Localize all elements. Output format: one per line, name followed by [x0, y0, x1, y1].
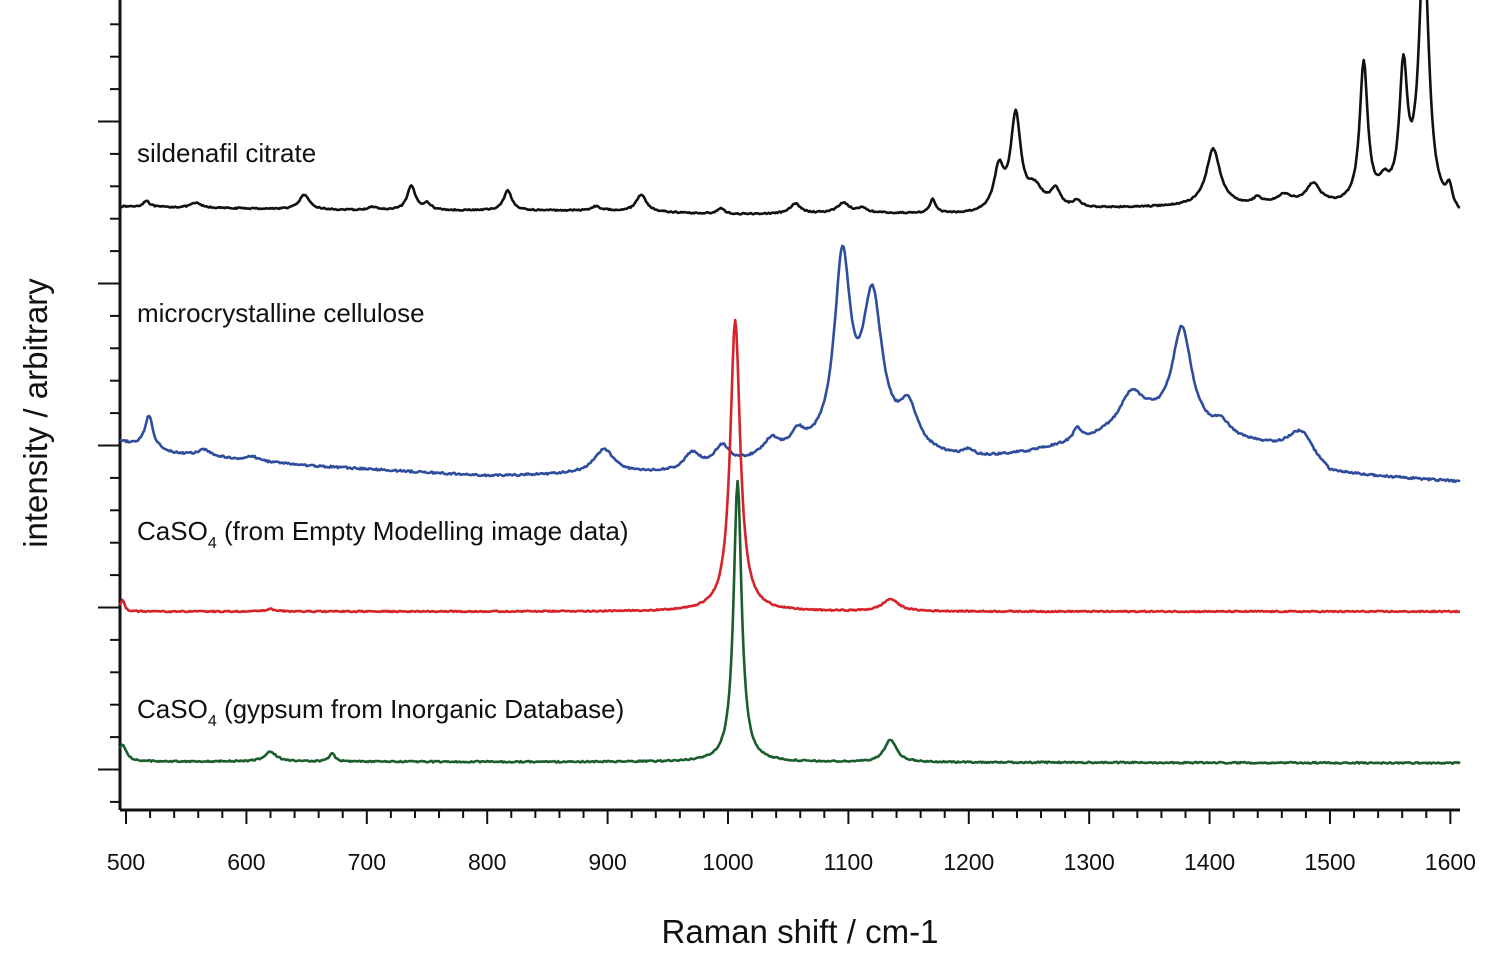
x-axis-title: Raman shift / cm-1 [662, 913, 939, 950]
series-line-3 [118, 318, 1461, 614]
series-line-2 [119, 244, 1461, 484]
x-tick-label: 700 [348, 849, 386, 875]
x-tick-label: 1000 [702, 849, 753, 875]
x-tick-label: 1400 [1184, 849, 1235, 875]
x-tick-label: 1600 [1425, 849, 1476, 875]
x-tick-label: 1300 [1064, 849, 1115, 875]
x-tick-label: 800 [468, 849, 506, 875]
x-tick-label: 1500 [1304, 849, 1355, 875]
y-axis-title: intensity / arbitrary [17, 278, 54, 548]
series-line-1 [119, 0, 1461, 216]
series-label-1: sildenafil citrate [137, 138, 316, 168]
x-tick-label: 1200 [943, 849, 994, 875]
series-label-4: CaSO4 (gypsum from Inorganic Database) [137, 694, 624, 730]
x-axis-tick-labels: 500 600 700 800 900 1000 1100 1200 1300 1400 1500 1… [107, 849, 1476, 875]
axes: 500 600 700 800 900 1000 1100 1200 1300 1400 1500 1… [98, 0, 1476, 875]
y-axis-ticks [98, 23, 120, 803]
x-axis-ticks [125, 810, 1452, 824]
x-tick-label: 900 [588, 849, 626, 875]
series-traces [118, 0, 1461, 765]
x-tick-label: 500 [107, 849, 145, 875]
series-label-3: CaSO4 (from Empty Modelling image data) [137, 516, 629, 552]
series-label-2: microcrystalline cellulose [137, 298, 425, 328]
x-tick-label: 1100 [824, 849, 873, 875]
x-tick-label: 600 [227, 849, 265, 875]
series-line-4 [118, 479, 1461, 765]
series-labels: sildenafil citrate microcrystalline cellu… [137, 138, 629, 730]
